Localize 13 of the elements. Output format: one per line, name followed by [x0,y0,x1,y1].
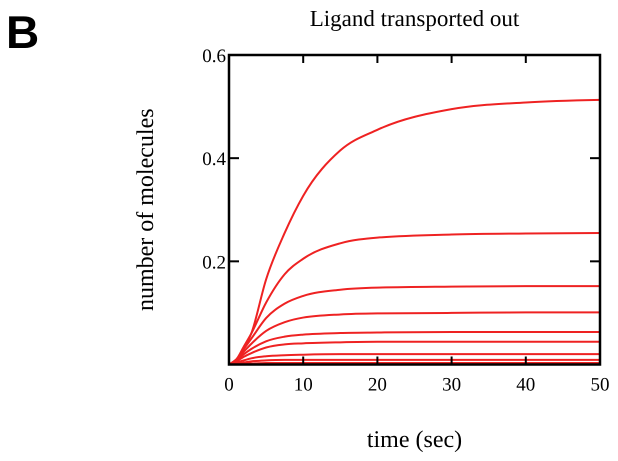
x-tick-label: 10 [294,374,313,396]
y-tick-label: 0.6 [202,46,226,67]
y-tick-label: 0.4 [202,149,226,170]
text: B [6,6,40,58]
x-tick-label: 0 [224,374,234,396]
x-tick-label: 20 [368,374,387,396]
x-tick-label: 40 [516,374,536,396]
x-tick-label: 50 [590,374,610,396]
y-tick-label: 0.2 [202,252,226,274]
x-axis-title: time (sec) [366,427,462,453]
x-tick-label: 30 [442,374,462,396]
chart-title: Ligand transported out [310,6,520,31]
y-axis-title: number of molecules [133,108,159,312]
